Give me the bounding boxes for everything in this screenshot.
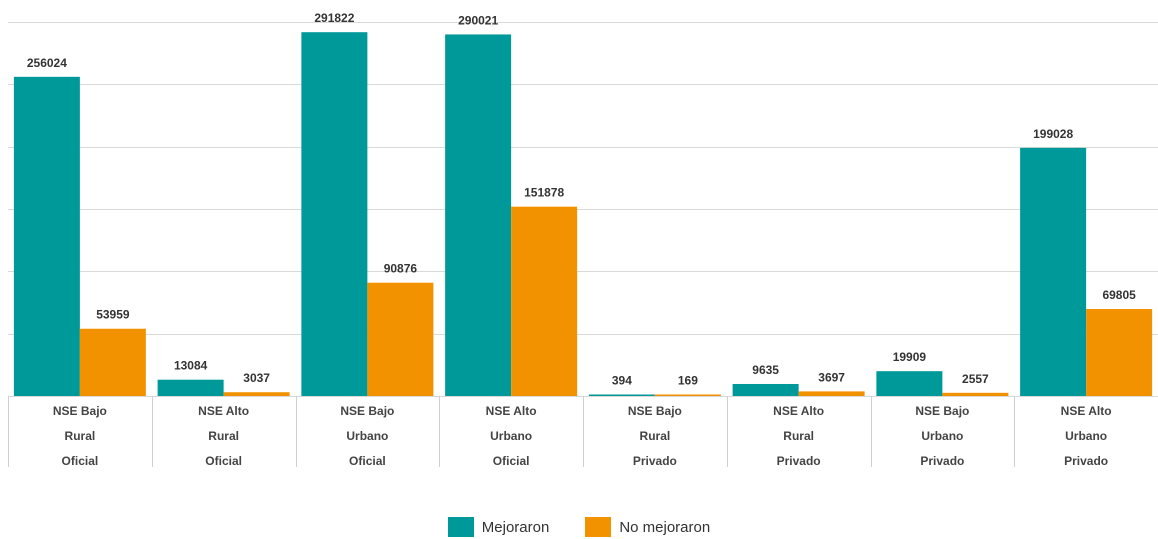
data-label: 394 — [612, 374, 632, 388]
data-label: 90876 — [384, 262, 418, 276]
bar-mejoraron[interactable] — [13, 76, 80, 396]
data-label: 69805 — [1102, 288, 1136, 302]
bar-no-mejoraron[interactable] — [942, 392, 1009, 396]
data-label: 2557 — [962, 372, 989, 386]
category-label: NSE Bajo — [628, 404, 682, 418]
data-label: 290021 — [458, 13, 498, 27]
bar-no-mejoraron[interactable] — [367, 282, 434, 396]
bar-mejoraron[interactable] — [588, 394, 655, 397]
category-label: Rural — [783, 429, 814, 443]
bar-mejoraron[interactable] — [445, 34, 512, 396]
legend-label-no-mejoraron: No mejoraron — [619, 518, 711, 536]
data-label: 3697 — [818, 370, 845, 384]
category-label: Rural — [640, 429, 671, 443]
category-label: NSE Bajo — [340, 404, 394, 418]
data-label: 53959 — [96, 308, 130, 322]
legend-swatch-mejoraron — [447, 517, 474, 537]
bar-mejoraron[interactable] — [157, 379, 224, 396]
category-label: Oficial — [62, 454, 99, 468]
bar-no-mejoraron[interactable] — [798, 391, 865, 396]
data-label: 291822 — [314, 11, 354, 25]
legend-swatch-no-mejoraron — [585, 517, 612, 537]
value-labels-group: 256024 13084 291822 290021 394 9635 19909 19902… — [27, 11, 1136, 387]
bar-mejoraron[interactable] — [1020, 147, 1087, 396]
category-label: NSE Bajo — [53, 404, 107, 418]
data-label: 13084 — [174, 359, 208, 373]
data-label: 151878 — [524, 186, 564, 200]
category-label: Privado — [777, 454, 821, 468]
category-label: Urbano — [346, 429, 388, 443]
category-label: NSE Alto — [1061, 404, 1112, 418]
bar-no-mejoraron[interactable] — [1086, 308, 1153, 396]
bars-group — [13, 32, 1153, 397]
legend-label-mejoraron: Mejoraron — [481, 518, 550, 536]
category-label: Urbano — [490, 429, 532, 443]
bar-mejoraron[interactable] — [732, 383, 799, 396]
category-label: Privado — [920, 454, 964, 468]
legend: Mejoraron No mejoraron — [0, 515, 1158, 539]
category-label: NSE Bajo — [915, 404, 969, 418]
category-label: Oficial — [349, 454, 386, 468]
gridlines — [8, 22, 1158, 397]
legend-item-mejoraron[interactable]: Mejoraron — [447, 517, 550, 537]
category-axis: NSE Bajo Rural Oficial NSE Alto Rural Oficial… — [8, 396, 1112, 468]
category-label: Privado — [1064, 454, 1108, 468]
data-label: 256024 — [27, 56, 67, 70]
bar-mejoraron[interactable] — [876, 371, 943, 396]
data-label: 3037 — [243, 371, 270, 385]
data-label: 199028 — [1033, 127, 1073, 141]
bar-no-mejoraron[interactable] — [223, 392, 290, 396]
category-label: NSE Alto — [486, 404, 537, 418]
category-label: Privado — [633, 454, 677, 468]
data-label: 19909 — [893, 350, 927, 364]
category-label: Oficial — [493, 454, 530, 468]
category-label: Rural — [208, 429, 239, 443]
bar-no-mejoraron[interactable] — [654, 394, 721, 397]
legend-item-no-mejoraron[interactable]: No mejoraron — [585, 517, 710, 537]
category-label: NSE Alto — [198, 404, 249, 418]
data-label: 9635 — [752, 363, 779, 377]
category-label: Urbano — [921, 429, 963, 443]
bar-no-mejoraron[interactable] — [511, 206, 578, 396]
category-label: Rural — [65, 429, 96, 443]
data-label: 169 — [678, 374, 698, 388]
category-label: Urbano — [1065, 429, 1107, 443]
bar-mejoraron[interactable] — [301, 32, 368, 396]
bar-no-mejoraron[interactable] — [79, 328, 146, 396]
category-label: Oficial — [205, 454, 242, 468]
category-label: NSE Alto — [773, 404, 824, 418]
